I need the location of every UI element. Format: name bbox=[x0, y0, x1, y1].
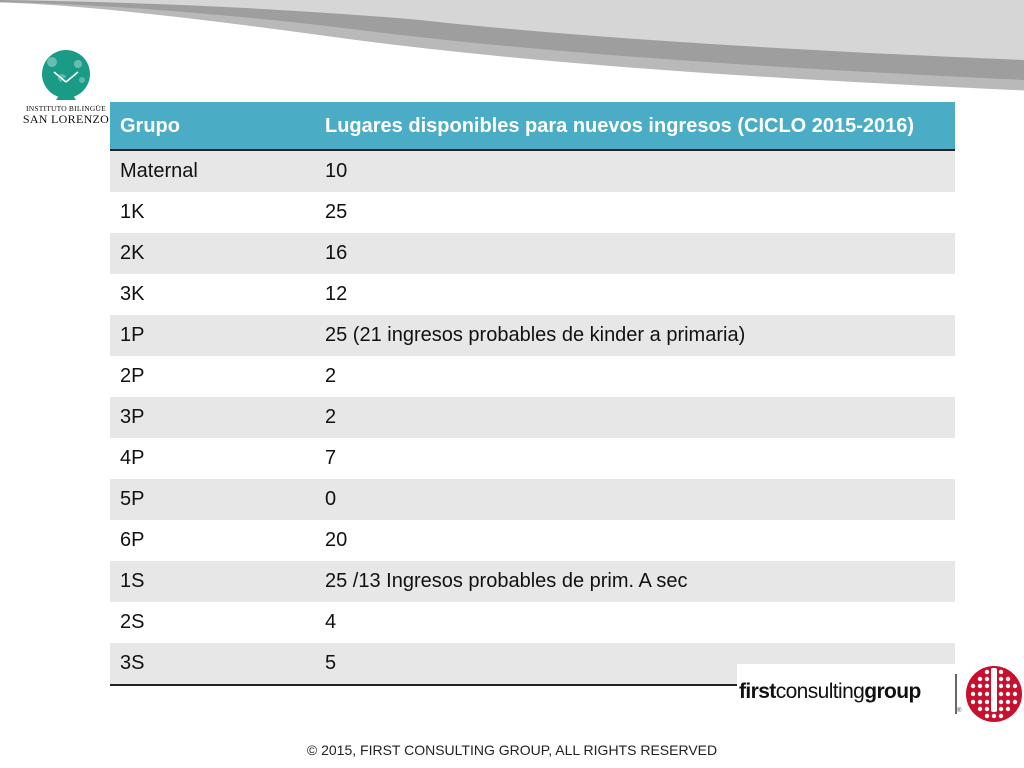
cell-grupo: 3S bbox=[110, 643, 315, 686]
copyright-footer: © 2015, FIRST CONSULTING GROUP, ALL RIGH… bbox=[306, 742, 718, 758]
cell-lugares: 2 bbox=[315, 397, 955, 438]
cell-lugares: 25 /13 Ingresos probables de prim. A sec bbox=[315, 561, 955, 602]
cell-grupo: Maternal bbox=[110, 150, 315, 192]
brand-logo: firstconsultinggroup ® bbox=[737, 664, 1024, 724]
table-row: 2K 16 bbox=[110, 233, 955, 274]
cell-grupo: 1S bbox=[110, 561, 315, 602]
table-row: 5P 0 bbox=[110, 479, 955, 520]
cell-lugares: 4 bbox=[315, 602, 955, 643]
table-row: Maternal 10 bbox=[110, 150, 955, 192]
cell-grupo: 3K bbox=[110, 274, 315, 315]
header-grupo: Grupo bbox=[110, 102, 315, 151]
cell-grupo: 3P bbox=[110, 397, 315, 438]
school-logo-line2: SAN LORENZO bbox=[22, 112, 110, 126]
cell-lugares: 25 (21 ingresos probables de kinder a pr… bbox=[315, 315, 955, 356]
cell-lugares: 7 bbox=[315, 438, 955, 479]
table-row: 1S 25 /13 Ingresos probables de prim. A s… bbox=[110, 561, 955, 602]
dotted-ball-icon bbox=[966, 666, 1022, 722]
table-row: 1P 25 (21 ingresos probables de kinder a … bbox=[110, 315, 955, 356]
cell-grupo: 5P bbox=[110, 479, 315, 520]
table-row: 3K 12 bbox=[110, 274, 955, 315]
brand-word-group: group bbox=[864, 680, 921, 703]
brand-word-consulting: consulting bbox=[775, 680, 865, 703]
cell-lugares: 16 bbox=[315, 233, 955, 274]
cell-grupo: 4P bbox=[110, 438, 315, 479]
cell-grupo: 2K bbox=[110, 233, 315, 274]
cell-grupo: 1P bbox=[110, 315, 315, 356]
header-swoosh bbox=[0, 0, 1024, 94]
brand-wordmark: firstconsultinggroup bbox=[739, 680, 921, 704]
table-row: 1K 25 bbox=[110, 192, 955, 233]
table-row: 6P 20 bbox=[110, 520, 955, 561]
brand-registered-mark: ® bbox=[957, 708, 962, 714]
cell-grupo: 2S bbox=[110, 602, 315, 643]
table-row: 4P 7 bbox=[110, 438, 955, 479]
table-row: 2P 2 bbox=[110, 356, 955, 397]
availability-table: Grupo Lugares disponibles para nuevos in… bbox=[110, 102, 955, 686]
cell-lugares: 12 bbox=[315, 274, 955, 315]
brand-word-first: first bbox=[739, 680, 776, 703]
cell-grupo: 2P bbox=[110, 356, 315, 397]
cell-grupo: 1K bbox=[110, 192, 315, 233]
school-logo-line1: INSTITUTO BILINGÜE bbox=[26, 104, 106, 113]
tree-icon bbox=[42, 50, 90, 100]
school-logo: INSTITUTO BILINGÜE SAN LORENZO bbox=[22, 48, 110, 130]
table-row: 2S 4 bbox=[110, 602, 955, 643]
table-row: 3P 2 bbox=[110, 397, 955, 438]
cell-lugares: 2 bbox=[315, 356, 955, 397]
cell-lugares: 25 bbox=[315, 192, 955, 233]
brand-divider bbox=[955, 674, 957, 714]
table-header-row: Grupo Lugares disponibles para nuevos in… bbox=[110, 102, 955, 151]
cell-grupo: 6P bbox=[110, 520, 315, 561]
header-lugares: Lugares disponibles para nuevos ingresos… bbox=[315, 102, 955, 151]
cell-lugares: 10 bbox=[315, 150, 955, 192]
cell-lugares: 0 bbox=[315, 479, 955, 520]
cell-lugares: 20 bbox=[315, 520, 955, 561]
